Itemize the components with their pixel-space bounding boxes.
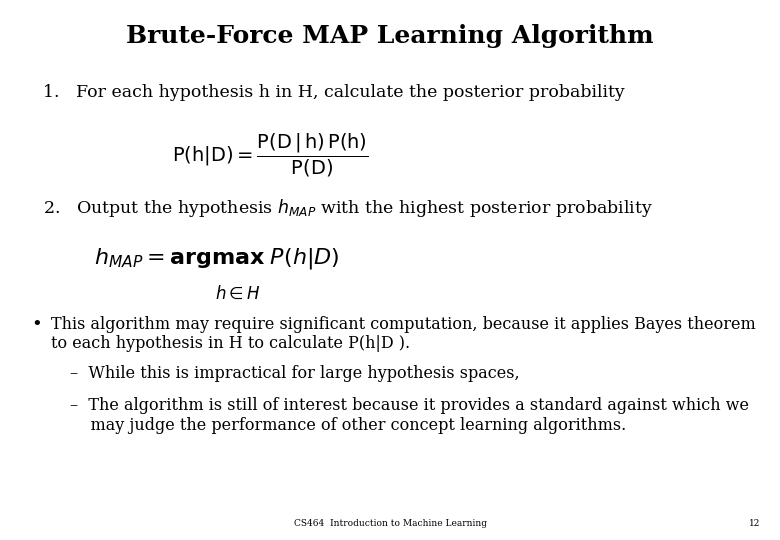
Text: –  While this is impractical for large hypothesis spaces,: – While this is impractical for large hy… <box>70 364 519 381</box>
Text: This algorithm may require significant computation, because it applies Bayes the: This algorithm may require significant c… <box>51 316 756 353</box>
Text: •: • <box>31 316 42 334</box>
Text: $h{\in}H$: $h{\in}H$ <box>215 286 260 303</box>
Text: –  The algorithm is still of interest because it provides a standard against whi: – The algorithm is still of interest bec… <box>70 397 750 434</box>
Text: 12: 12 <box>749 519 760 528</box>
Text: 2.   Output the hypothesis $h_{MAP}$ with the highest posterior probability: 2. Output the hypothesis $h_{MAP}$ with … <box>43 197 653 219</box>
Text: $h_{MAP} = \mathbf{argmax}\; P(h|D)$: $h_{MAP} = \mathbf{argmax}\; P(h|D)$ <box>94 246 339 271</box>
Text: Brute-Force MAP Learning Algorithm: Brute-Force MAP Learning Algorithm <box>126 24 654 48</box>
Text: CS464  Introduction to Machine Learning: CS464 Introduction to Machine Learning <box>293 519 487 528</box>
Text: 1.   For each hypothesis h in H, calculate the posterior probability: 1. For each hypothesis h in H, calculate… <box>43 84 625 100</box>
Text: $\mathrm{P(h|D)} = \dfrac{\mathrm{P(D\,|\,h)\,P(h)}}{\mathrm{P(D)}}$: $\mathrm{P(h|D)} = \dfrac{\mathrm{P(D\,|… <box>172 132 368 179</box>
